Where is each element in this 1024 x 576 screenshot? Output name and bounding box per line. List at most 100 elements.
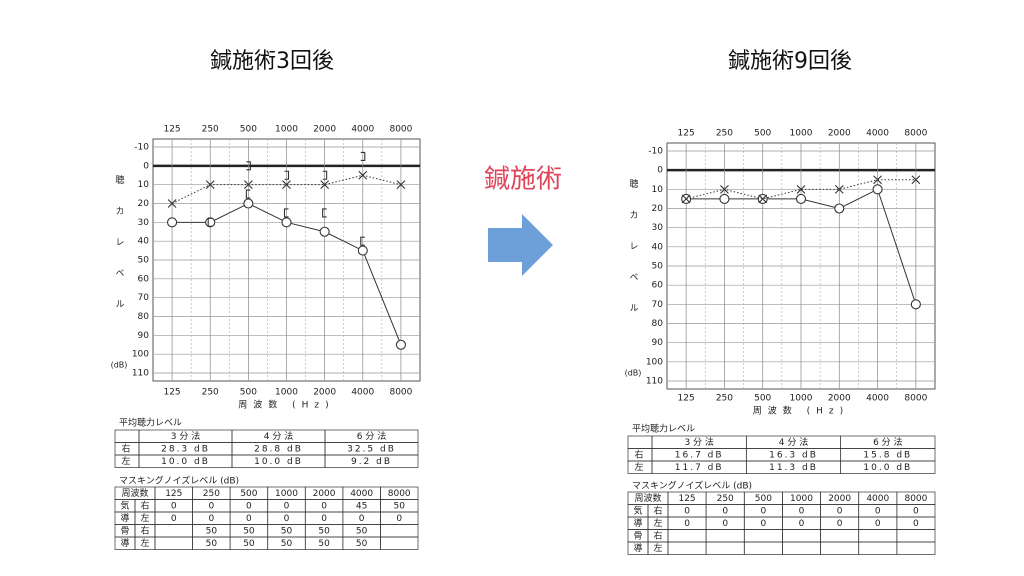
- marker-circle: [281, 217, 292, 228]
- table-cell-text: 50: [318, 539, 330, 549]
- table-cell-text: 0: [875, 506, 881, 516]
- x-tick-label: 1000: [790, 394, 813, 404]
- table-title: マスキングノイズレベル (dB): [632, 480, 752, 492]
- table-cell: [324, 454, 419, 468]
- table-cell-text: 0: [760, 506, 766, 516]
- table-cell-text: 0: [684, 506, 690, 516]
- table-cell-text: 50: [318, 526, 330, 536]
- marker-x: [873, 175, 882, 185]
- table-cell-text: 0: [321, 514, 327, 524]
- x-tick-label: 8000: [904, 394, 927, 404]
- table-cell-text: 右: [121, 442, 132, 454]
- table-cell: [840, 460, 936, 474]
- table-cell-text: 0: [722, 519, 728, 529]
- row-group: 骨: [633, 530, 642, 541]
- row-group: 気: [633, 504, 642, 516]
- x-tick-label: 500: [240, 125, 257, 135]
- table-cell-text: 50: [281, 526, 293, 536]
- table-title: 平均聴力レベル: [119, 417, 182, 429]
- table-header: 250: [203, 489, 220, 499]
- arrow: [488, 214, 553, 276]
- table-cell-text: 左: [634, 461, 645, 473]
- y-tick-label: 50: [652, 262, 664, 272]
- table-header: 500: [755, 494, 772, 504]
- table-cell-text: 0: [799, 519, 805, 529]
- y-tick-label: 60: [652, 281, 664, 291]
- table-cell-text: 0: [837, 519, 843, 529]
- table-header: 2000: [313, 489, 336, 499]
- marker-bracket: [360, 151, 366, 161]
- marker-x: [911, 175, 921, 185]
- table-cell-text: 50: [206, 526, 218, 536]
- table-header: 125: [165, 489, 182, 499]
- x-tick-label: 125: [163, 388, 180, 398]
- table-header: 500: [240, 489, 257, 499]
- table-cell-text: 0: [684, 519, 690, 529]
- table-cell: [380, 536, 419, 550]
- y-tick-label: 30: [138, 218, 150, 228]
- table-cell-text: 50: [206, 539, 218, 549]
- marker-x: [320, 180, 330, 190]
- arrow-label: 鍼施術: [484, 165, 562, 195]
- marker-circle: [205, 217, 216, 228]
- table-title: 平均聴力レベル: [632, 423, 695, 435]
- y-tick-label: 50: [138, 256, 150, 266]
- x-tick-label: 250: [716, 394, 733, 404]
- table-cell-text: 0: [359, 514, 365, 524]
- table-cell-text: 50: [243, 539, 255, 549]
- y-tick-label: 110: [132, 369, 149, 379]
- row-side: 右: [140, 524, 149, 536]
- table-cell-text: 0: [913, 506, 919, 516]
- y-tick-label: 70: [138, 293, 150, 303]
- table-cell-text: 0: [246, 501, 252, 511]
- marker-x: [243, 180, 253, 190]
- table-header: 1000: [790, 494, 813, 504]
- x-tick-label: 250: [202, 125, 219, 135]
- marker-circle: [167, 217, 178, 228]
- table-cell-text: 0: [171, 514, 177, 524]
- table-cell-text: 0: [208, 501, 214, 511]
- x-tick-label: 1000: [790, 129, 813, 139]
- row-group: 導: [120, 512, 129, 524]
- marker-bracket: [207, 217, 213, 227]
- marker-x: [758, 194, 768, 204]
- marker-circle: [319, 226, 330, 237]
- y-tick-label: 40: [652, 242, 664, 252]
- x-tick-label: 2000: [828, 129, 851, 139]
- marker-x: [282, 180, 291, 190]
- table-cell-text: 右: [634, 448, 645, 460]
- table-cell-text: 左: [121, 455, 132, 467]
- y-tick-label: 0: [143, 161, 149, 171]
- row-side: 左: [140, 512, 149, 524]
- y-tick-label: 20: [652, 204, 664, 214]
- table-header: 2000: [828, 494, 851, 504]
- chart-title: 鍼施術9回後: [728, 49, 852, 74]
- table-cell-text: 9.2 dB: [351, 457, 392, 467]
- table-header: 4000: [350, 489, 373, 499]
- y-tick-label: -10: [134, 143, 149, 153]
- table-title: マスキングノイズレベル (dB): [119, 475, 239, 487]
- y-tick-label: 10: [138, 180, 150, 190]
- marker-circle: [795, 193, 807, 204]
- marker-bracket: [283, 208, 289, 218]
- table-cell-text: 28.3 dB: [161, 444, 210, 454]
- x-tick-label: 500: [754, 394, 771, 404]
- y-tick-label: 100: [132, 350, 149, 360]
- marker-circle: [910, 299, 921, 310]
- marker-circle: [357, 245, 368, 256]
- marker-x: [720, 184, 729, 194]
- table-cell-text: 28.8 dB: [254, 444, 303, 454]
- y-tick-label: 90: [652, 338, 664, 348]
- x-tick-label: 4000: [866, 129, 889, 139]
- marker-x: [358, 170, 368, 180]
- y-tick-label: 70: [652, 300, 664, 310]
- table-cell-text: 0: [284, 514, 290, 524]
- table-cell-text: 50: [281, 539, 293, 549]
- x-tick-label: 125: [163, 125, 180, 135]
- y-axis-label: 聴カレベル: [628, 179, 639, 334]
- row-group: 導: [633, 517, 642, 529]
- table-cell-text: 0: [396, 514, 402, 524]
- table-cell-text: 0: [913, 519, 919, 529]
- y-tick-label: 10: [652, 185, 664, 195]
